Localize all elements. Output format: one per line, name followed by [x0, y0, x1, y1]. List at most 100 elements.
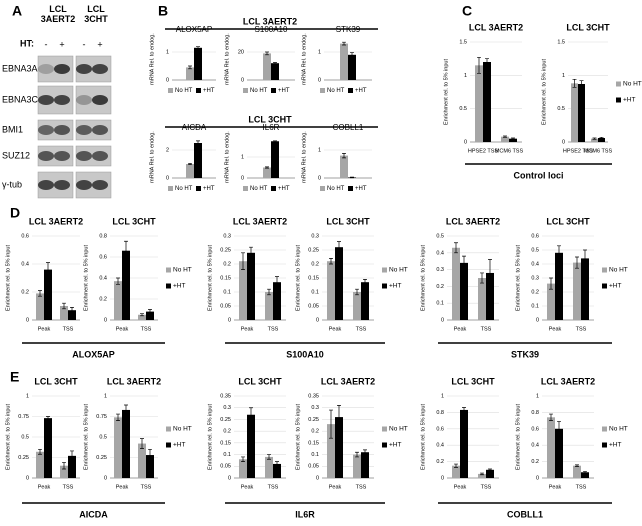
x-tick-label: TSS — [576, 484, 587, 490]
y-tick-label: 0 — [104, 475, 107, 481]
blot-band — [92, 125, 108, 135]
y-tick-label: 0.4 — [21, 261, 29, 267]
y-axis-label: mRNA Rel. to endog. — [149, 131, 155, 183]
y-tick-label: 0.6 — [21, 233, 29, 239]
panel-letter: A — [12, 3, 22, 19]
y-tick-label: 0.5 — [99, 434, 107, 440]
error-bar — [579, 80, 584, 88]
chart-title: LCL 3AERT2 — [107, 376, 161, 386]
legend-label: +HT — [355, 186, 367, 192]
legend-swatch — [382, 442, 387, 448]
bar — [348, 54, 356, 80]
error-bar — [488, 259, 492, 287]
treatment-label: HT: — [20, 38, 34, 48]
error-bar — [249, 246, 253, 259]
error-bar — [462, 407, 466, 413]
y-tick-label: 0 — [562, 139, 565, 145]
y-tick-label: 0.05 — [308, 464, 319, 470]
error-bar — [572, 78, 577, 88]
bar — [265, 292, 273, 320]
bar — [478, 278, 486, 320]
chart-title: LCL 3CHT — [238, 376, 282, 386]
legend-swatch — [602, 283, 607, 289]
y-tick-label: 0 — [536, 317, 539, 323]
row-header: LCL 3AERT2 — [243, 16, 297, 26]
error-bar — [62, 302, 66, 310]
y-tick-label: 0.2 — [99, 296, 107, 302]
y-tick-label: 0.2 — [311, 261, 319, 267]
y-tick-label: 0 — [26, 475, 29, 481]
legend-swatch — [348, 186, 353, 191]
x-tick-label: Peak — [549, 326, 562, 332]
panel-letter: D — [10, 205, 20, 221]
legend-label: No HT — [250, 88, 268, 94]
bar — [573, 262, 581, 320]
bar — [273, 282, 281, 320]
legend-swatch — [271, 186, 276, 191]
error-bar — [265, 166, 269, 169]
group-label: STK39 — [511, 349, 539, 359]
bar — [271, 141, 279, 178]
bar — [263, 167, 271, 178]
chart-title: COBLL1 — [333, 123, 364, 132]
x-tick-label: TSS — [356, 326, 367, 332]
legend-swatch — [320, 88, 325, 93]
error-bar — [575, 464, 579, 467]
legend-swatch — [382, 267, 387, 273]
legend-label: +HT — [355, 88, 367, 94]
blot-band — [38, 125, 54, 135]
y-tick-label: 0.4 — [99, 275, 107, 281]
error-bar — [124, 240, 128, 261]
y-tick-label: 0.8 — [531, 410, 539, 416]
y-tick-label: 0 — [26, 317, 29, 323]
y-axis-label: Enrichment rel. to 5% input — [5, 404, 11, 471]
error-bar — [265, 51, 269, 56]
y-tick-label: 0 — [441, 475, 444, 481]
chart-title: ALOX5AP — [176, 25, 212, 34]
x-tick-label: TSS — [268, 326, 279, 332]
y-tick-label: 0 — [166, 175, 169, 181]
y-tick-label: 0.6 — [531, 426, 539, 432]
x-tick-label: TSS — [481, 326, 492, 332]
bar — [598, 138, 605, 142]
y-tick-label: 0.2 — [531, 289, 539, 295]
chart-title: LCL 3AERT2 — [29, 216, 83, 226]
y-tick-label: 0.1 — [436, 301, 444, 307]
legend-label: +HT — [278, 88, 290, 94]
error-bar — [355, 288, 359, 296]
legend-label: +HT — [173, 442, 185, 449]
y-axis-label: Enrichment rel. to 5% input — [5, 245, 11, 312]
bar — [361, 452, 369, 478]
error-bar — [583, 249, 587, 268]
y-tick-label: 0.35 — [308, 393, 319, 399]
legend-label: No HT — [173, 426, 192, 433]
blot-band — [54, 180, 70, 190]
y-tick-label: 0.3 — [223, 233, 231, 239]
chart-title: STK39 — [336, 25, 361, 34]
y-tick-label: 0 — [318, 175, 321, 181]
x-tick-label: MCM6 TSS — [495, 148, 524, 154]
error-bar — [557, 245, 561, 261]
error-bar — [267, 288, 271, 296]
y-tick-label: 0.3 — [223, 405, 231, 411]
y-tick-label: 0.2 — [436, 284, 444, 290]
bar — [194, 143, 202, 178]
y-tick-label: 1 — [166, 49, 169, 55]
error-bar — [140, 438, 144, 449]
bar — [335, 247, 343, 320]
bar — [239, 261, 247, 320]
bar — [327, 424, 335, 478]
protein-label: EBNA3C — [2, 94, 39, 104]
y-tick-label: 0.25 — [308, 417, 319, 423]
chart-title: LCL 3CHT — [34, 376, 78, 386]
x-tick-label: Peak — [116, 484, 129, 490]
legend-label: +HT — [389, 283, 401, 290]
bar — [578, 84, 585, 142]
bar — [335, 417, 343, 478]
error-bar — [275, 461, 279, 467]
group-label: COBLL1 — [507, 509, 543, 519]
error-bar — [249, 407, 253, 423]
y-tick-label: 0.4 — [436, 250, 444, 256]
y-tick-label: 0.75 — [18, 414, 29, 420]
x-tick-label: TSS — [141, 326, 152, 332]
